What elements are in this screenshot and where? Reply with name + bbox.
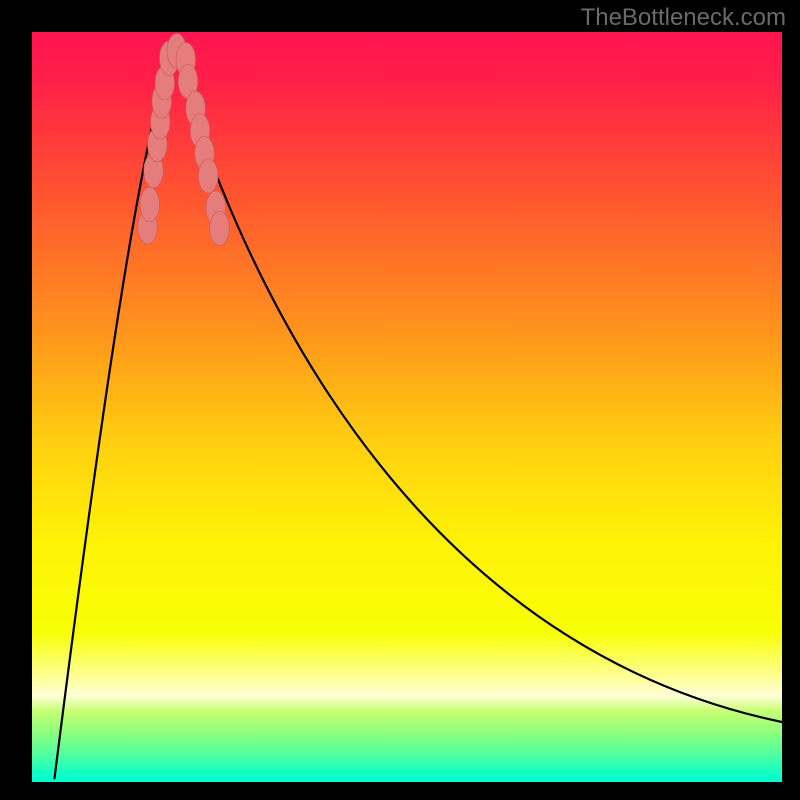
data-marker xyxy=(199,159,219,194)
data-marker xyxy=(210,211,230,246)
plot-area xyxy=(32,32,782,782)
plot-svg xyxy=(32,32,782,782)
gradient-background xyxy=(32,32,782,782)
data-marker xyxy=(140,187,160,222)
watermark-text: TheBottleneck.com xyxy=(581,4,786,32)
